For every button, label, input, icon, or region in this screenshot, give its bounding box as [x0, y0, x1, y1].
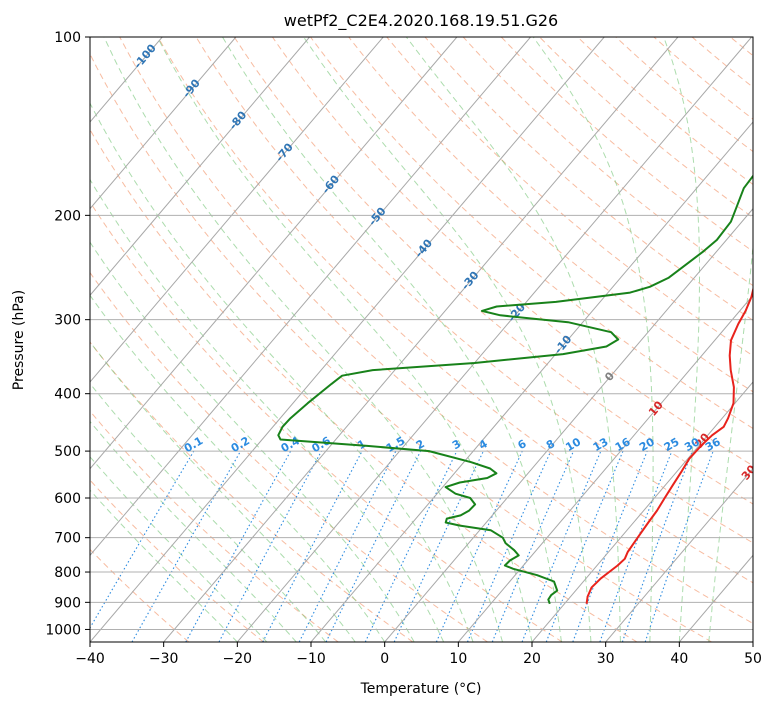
chart-title: wetPf2_C2E4.2020.168.19.51.G26	[284, 11, 558, 31]
mixing-ratio-line	[185, 450, 292, 642]
profiles	[277, 174, 753, 605]
moist-adiabat-line	[90, 294, 386, 642]
isotherm-line	[90, 37, 531, 557]
mixing-ratio-line	[218, 450, 322, 642]
mixing-ratio-line	[364, 450, 458, 642]
isotherm-line	[605, 467, 753, 642]
mixing-ratio-line	[621, 450, 693, 642]
profile-line	[277, 174, 753, 605]
y-tick-label: 200	[54, 208, 81, 224]
mixing-ratio-line	[644, 450, 714, 642]
x-tick-label: 20	[523, 651, 541, 667]
moist-adiabat-line	[708, 242, 753, 642]
pressure-grid	[90, 37, 753, 642]
dry-adiabat-line	[233, 37, 753, 505]
dry-adiabat-line	[90, 479, 264, 642]
moist-adiabat-line	[90, 178, 445, 642]
isotherm-line	[310, 121, 753, 642]
dry-adiabat-line	[90, 52, 712, 642]
dry-adiabat-line	[615, 37, 753, 153]
y-tick-label: 300	[54, 313, 81, 329]
isotherm-line	[90, 37, 605, 642]
isotherm-line	[90, 37, 458, 470]
mixing-ratio-line	[435, 450, 523, 642]
isotherm-line	[384, 207, 753, 642]
dry-adiabat-line	[424, 37, 753, 321]
isotherm-line	[163, 37, 679, 642]
y-tick-label: 700	[54, 531, 81, 547]
mixing-ratio-line	[131, 450, 242, 642]
y-tick-label: 900	[54, 595, 81, 611]
dry-adiabat-line	[90, 341, 414, 642]
x-tick-label: 10	[449, 651, 467, 667]
mixing-ratio-line	[393, 450, 484, 642]
x-tick-label: −30	[149, 651, 179, 667]
moist-adiabat-line	[90, 102, 474, 642]
moist-adiabat-line	[90, 341, 356, 642]
plot-frame	[89, 36, 754, 643]
x-tick-label: 30	[597, 651, 615, 667]
moist-adiabat-line	[156, 37, 533, 642]
x-tick-label: 50	[744, 651, 762, 667]
dry-adiabat-line	[90, 128, 638, 642]
x-axis-label: Temperature (°C)	[360, 681, 482, 697]
y-axis: 100 200 300 400 500 600 700 800 900 1000	[45, 30, 90, 638]
y-tick-label: 100	[54, 30, 81, 46]
mixing-ratio-line	[90, 450, 195, 629]
dry-adiabat-line	[195, 37, 753, 544]
dry-adiabat-line	[500, 37, 753, 252]
isotherm-line	[90, 37, 384, 383]
x-tick-label: 40	[670, 651, 688, 667]
isotherm-line	[531, 381, 753, 642]
moist-adiabat-line	[90, 241, 415, 642]
y-tick-label: 400	[54, 387, 81, 403]
dry-adiabat-line	[119, 37, 753, 625]
moist-adiabat-line	[405, 37, 621, 642]
x-tick-label: 0	[380, 651, 389, 667]
dry-adiabat-line	[310, 37, 753, 430]
y-tick-label: 600	[54, 491, 81, 507]
isotherm-line	[457, 294, 753, 642]
x-tick-label: −10	[296, 651, 326, 667]
dry-adiabat-line	[157, 37, 753, 584]
profile-line	[585, 285, 753, 604]
mixing-ratio-line	[466, 450, 552, 642]
isotherm-line	[90, 37, 310, 297]
mixing-ratio-line	[325, 450, 422, 642]
moist-adiabat-line	[663, 37, 700, 642]
moist-adiabat-line	[90, 489, 238, 642]
y-tick-label: 1000	[45, 622, 81, 638]
moist-adiabat-line	[103, 37, 503, 642]
y-axis-label: Pressure (hPa)	[11, 290, 27, 390]
moist-adiabat-line	[532, 37, 654, 642]
y-tick-label: 500	[54, 444, 81, 460]
y-tick-label: 800	[54, 565, 81, 581]
mixing-ratio-line	[491, 450, 575, 642]
isotherm-line	[236, 37, 752, 642]
x-axis: −40 −30 −20 −10 0 10 20 30 40 50	[75, 642, 762, 667]
dry-adiabat-line	[462, 37, 753, 287]
moist-adiabat-line	[90, 456, 268, 642]
x-tick-label: −40	[75, 651, 105, 667]
dry-adiabat-line	[386, 37, 753, 357]
x-tick-label: −20	[223, 651, 253, 667]
mixing-ratio-labels: 0.1 0.2 0.4 0.6 1 1.5 2 3 4 6 8 10 13 16 20 25 30 36	[182, 434, 723, 455]
isotherm-line	[90, 37, 237, 210]
dry-adiabat-line	[348, 37, 753, 393]
moist-adiabat-line	[222, 37, 562, 642]
